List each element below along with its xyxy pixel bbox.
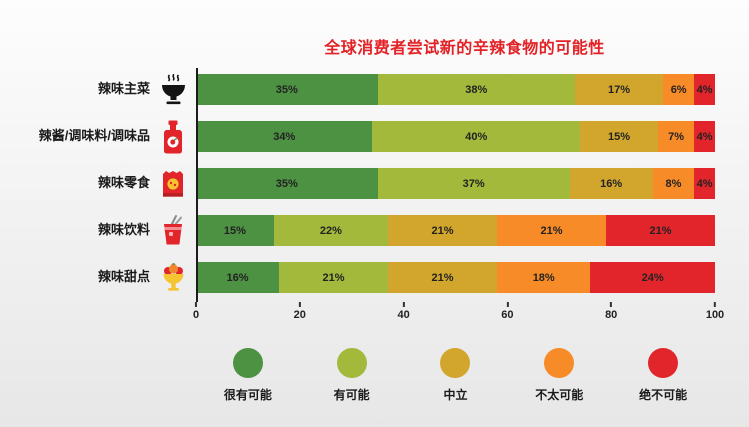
bar-segment: 4%: [694, 121, 715, 152]
tick-mark: [610, 302, 613, 307]
chart-row: 辣味饮料 15% 22% 21% 21% 21%: [0, 207, 715, 254]
bar-segment: 37%: [377, 168, 570, 199]
tick-mark: [713, 302, 716, 307]
tick-label: 20: [293, 309, 306, 321]
sauce-bottle-icon: [150, 120, 196, 154]
bar-segment: 16%: [569, 168, 653, 199]
bar-segment: 21%: [497, 215, 606, 246]
bar-segment: 22%: [273, 215, 389, 246]
bar-segment: 15%: [196, 215, 274, 246]
bar-track: 35% 37% 16% 8% 4%: [196, 168, 715, 199]
bar-segment: 35%: [196, 168, 378, 199]
bar-segment: 21%: [279, 262, 389, 293]
bar-segment: 6%: [663, 74, 695, 105]
category-label: 辣酱/调味料/调味品: [38, 128, 150, 144]
bar-segment: 24%: [590, 262, 715, 293]
chart-row: 辣酱/调味料/调味品 34% 40% 15% 7% 4%: [0, 113, 715, 160]
bar-segment: 21%: [388, 262, 497, 293]
category-label: 辣味甜点: [97, 269, 150, 285]
tick-label: 40: [397, 309, 410, 321]
bar-track: 16% 21% 21% 18% 24%: [196, 262, 715, 293]
legend-swatch: [440, 348, 471, 378]
x-axis-tick: 40: [397, 302, 410, 321]
legend-label: 有可能: [333, 388, 370, 402]
x-axis-tick: 80: [605, 302, 617, 321]
sundae-icon: [150, 262, 196, 294]
x-axis-tick: 20: [294, 302, 306, 321]
bar-segment: 38%: [377, 74, 575, 105]
tick-mark: [402, 302, 405, 307]
legend-item: 不太可能: [514, 348, 604, 403]
legend-label: 中立: [443, 388, 468, 402]
legend-item: 很有可能: [203, 348, 293, 403]
bar-segment: 40%: [372, 121, 581, 152]
snack-bag-icon: [150, 169, 196, 199]
legend-swatch: [544, 348, 575, 378]
tick-label: 60: [501, 309, 514, 321]
spicy-drink-icon: [150, 214, 196, 247]
legend-swatch: [648, 348, 679, 378]
bar-rows: 辣味主菜 35% 38% 17% 6% 4% 辣酱/调味料/调味品 34% 40% 15% 7% 4%…: [0, 66, 715, 301]
category-label: 辣味饮料: [97, 222, 150, 238]
chart-row: 辣味零食 35% 37% 16% 8% 4%: [0, 160, 715, 207]
bar-segment: 21%: [605, 215, 715, 246]
chart-title: 全球消费者尝试新的辛辣食物的可能性: [324, 40, 605, 57]
legend-item: 有可能: [307, 348, 397, 403]
bar-segment: 35%: [196, 74, 378, 105]
tick-label: 80: [605, 309, 618, 321]
bar-segment: 7%: [657, 121, 695, 152]
tick-mark: [298, 302, 301, 307]
category-label: 辣味零食: [97, 175, 150, 191]
bar-segment: 21%: [388, 215, 497, 246]
legend-label: 很有可能: [223, 388, 272, 402]
bar-segment: 34%: [196, 121, 373, 152]
x-axis-tick: 0: [193, 302, 199, 321]
bar-track: 15% 22% 21% 21% 21%: [196, 215, 715, 246]
chart-row: 辣味主菜 35% 38% 17% 6% 4%: [0, 66, 715, 113]
tick-label: 0: [192, 309, 200, 321]
bar-segment: 17%: [574, 74, 664, 105]
noodle-bowl-icon: [150, 73, 196, 106]
legend-label: 绝不可能: [639, 388, 688, 402]
bar-segment: 15%: [580, 121, 658, 152]
y-axis-line: [196, 68, 198, 302]
bar-segment: 4%: [694, 168, 715, 199]
x-axis-tick: 60: [501, 302, 514, 321]
legend-label: 不太可能: [535, 388, 584, 402]
bar-segment: 4%: [694, 74, 715, 105]
bar-track: 35% 38% 17% 6% 4%: [196, 74, 715, 105]
bar-track: 34% 40% 15% 7% 4%: [196, 121, 715, 152]
legend: 很有可能 有可能 中立 不太可能 绝不可能: [196, 348, 715, 403]
chart-row: 辣味甜点 16% 21% 21% 18% 24%: [0, 254, 715, 301]
bar-segment: 8%: [652, 168, 695, 199]
tick-label: 100: [705, 309, 725, 321]
x-axis: 0 20 40 60 80 100: [193, 302, 724, 328]
legend-item: 中立: [410, 348, 500, 403]
category-label: 辣味主菜: [97, 81, 150, 97]
tick-mark: [506, 302, 509, 307]
plot-area: 辣味主菜 35% 38% 17% 6% 4% 辣酱/调味料/调味品 34% 40% 15% 7% 4%…: [0, 66, 715, 302]
legend-swatch: [232, 348, 263, 378]
bar-segment: 18%: [497, 262, 591, 293]
tick-mark: [195, 302, 197, 307]
bar-segment: 16%: [196, 262, 280, 293]
x-axis-tick: 100: [706, 302, 724, 321]
legend-swatch: [336, 348, 367, 378]
legend-item: 绝不可能: [618, 348, 708, 403]
